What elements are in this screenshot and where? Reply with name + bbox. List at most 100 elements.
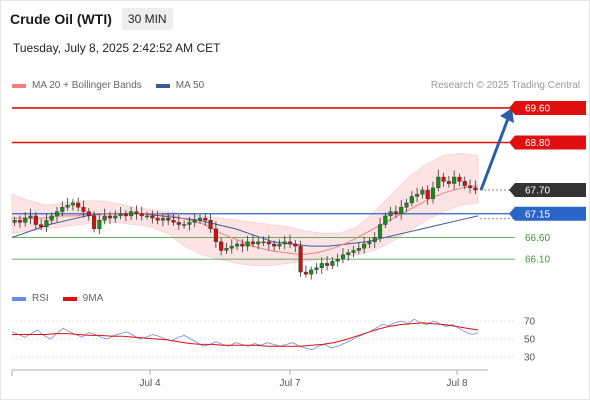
candle-body	[430, 187, 436, 199]
candle-body	[23, 217, 28, 223]
candle-body	[309, 269, 314, 275]
candle-body	[235, 243, 240, 247]
candle-body	[166, 217, 171, 221]
candle-body	[362, 243, 367, 249]
legend-ma50-label: MA 50	[175, 80, 205, 91]
rsi-swatch-icon	[12, 296, 26, 301]
candle-body	[377, 224, 383, 238]
candle-body	[266, 241, 271, 245]
candle-body	[457, 176, 462, 182]
candle-body	[44, 220, 49, 227]
candle-body	[346, 252, 351, 255]
candle-body	[39, 224, 44, 227]
candle-body	[65, 204, 70, 208]
candle-body	[76, 202, 81, 208]
candle-body	[224, 248, 229, 251]
candle-body	[388, 211, 393, 217]
price-label-68-80: 68.80	[525, 138, 550, 149]
candle-body	[118, 213, 123, 217]
price-tag-68-80	[509, 135, 586, 150]
candle-body	[54, 211, 60, 217]
candle-body	[250, 241, 255, 245]
candle-body	[473, 187, 478, 191]
price-label-66-60: 66.60	[525, 233, 550, 244]
candle-body	[240, 243, 245, 247]
x-tick-label: Jul 7	[279, 378, 301, 389]
legend-ma50: MA 50	[155, 80, 205, 91]
candle-body	[92, 215, 97, 230]
candle-body	[182, 224, 187, 226]
price-label-67-15: 67.15	[525, 209, 550, 220]
candle-body	[245, 241, 250, 247]
candle-body	[155, 217, 160, 221]
candle-body	[287, 241, 293, 245]
price-tag-67-70	[509, 183, 586, 197]
ma50-swatch-icon	[155, 83, 170, 88]
candle-body	[86, 211, 91, 217]
candle-body	[229, 245, 234, 249]
candle-body	[409, 196, 414, 204]
candle-body	[462, 181, 467, 186]
legend-ma20-label: MA 20 + Bollinger Bands	[32, 80, 142, 91]
rsi-legend: RSI 9MA	[12, 293, 117, 304]
candle-body	[150, 215, 155, 219]
x-tick-label: Jul 8	[446, 378, 468, 389]
candle-body	[129, 211, 134, 217]
forecast-arrow-shaft	[479, 115, 511, 191]
candle-body	[404, 202, 409, 208]
candle-body	[219, 241, 224, 251]
rsi-tick-30: 30	[524, 353, 536, 364]
price-tag-69-60	[509, 100, 586, 115]
legend-ma9-label: 9MA	[82, 293, 104, 304]
rsi-ma9-line	[12, 322, 479, 347]
candle-body	[340, 254, 346, 260]
candle-body	[314, 267, 319, 271]
candle-body	[134, 211, 139, 214]
chart-header: Crude Oil (WTI) 30 MIN	[10, 7, 173, 31]
instrument-title: Crude Oil (WTI)	[10, 11, 112, 27]
candle-body	[330, 261, 335, 266]
candle-body	[203, 217, 208, 221]
candle-body	[393, 211, 398, 214]
candle-body	[399, 207, 404, 214]
candle-body	[160, 217, 165, 221]
forecast-arrow-head-icon	[500, 107, 514, 123]
candle-body	[192, 220, 197, 223]
candle-body	[33, 215, 38, 225]
price-tag-67-15	[509, 206, 586, 221]
legend-ma20: MA 20 + Bollinger Bands	[12, 80, 142, 91]
candle-body	[446, 181, 451, 184]
candle-body	[272, 243, 277, 247]
candle-body	[171, 220, 176, 223]
price-label-69-60: 69.60	[525, 103, 550, 114]
candle-body	[468, 185, 473, 189]
legend-ma9: 9MA	[62, 293, 104, 304]
main-legend: MA 20 + Bollinger Bands MA 50	[12, 80, 218, 91]
ma20-swatch-icon	[12, 83, 26, 88]
candle-body	[277, 243, 282, 247]
candle-body	[282, 241, 287, 245]
candle-body	[97, 220, 102, 230]
legend-rsi-label: RSI	[32, 293, 49, 304]
candle-body	[325, 263, 330, 266]
rsi-tick-50: 50	[524, 335, 536, 346]
candle-body	[425, 189, 430, 199]
x-tick-label: Jul 4	[139, 378, 161, 389]
candle-body	[335, 258, 340, 262]
candle-body	[70, 202, 75, 206]
timestamp: Tuesday, July 8, 2025 2:42:52 AM CET	[13, 41, 221, 55]
candle-body	[17, 220, 22, 223]
candle-body	[123, 213, 128, 217]
candle-body	[383, 215, 388, 225]
timeframe-badge[interactable]: 30 MIN	[121, 8, 173, 30]
candle-body	[113, 215, 118, 219]
candle-body	[139, 213, 144, 217]
research-credit: Research © 2025 Trading Central	[430, 80, 580, 91]
candle-body	[187, 222, 192, 225]
candle-body	[49, 215, 54, 221]
ma9-swatch-icon	[62, 296, 77, 301]
legend-rsi: RSI	[12, 293, 49, 304]
candle-body	[319, 263, 324, 268]
